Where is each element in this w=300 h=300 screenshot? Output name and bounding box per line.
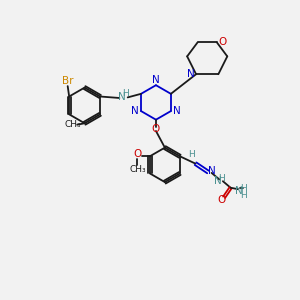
Text: O: O [152,124,160,134]
Text: N: N [187,69,195,79]
Text: N: N [214,176,222,186]
Text: H: H [188,150,195,159]
Text: CH₃: CH₃ [129,164,146,173]
Text: N: N [152,75,160,85]
Text: O: O [218,38,226,47]
Text: H: H [240,191,247,200]
Text: N: N [118,92,126,102]
Text: N: N [208,166,215,176]
Text: O: O [133,149,142,159]
Text: N: N [235,186,243,196]
Text: O: O [217,195,225,205]
Text: H: H [240,184,247,193]
Text: N: N [131,106,139,116]
Text: CH₃: CH₃ [64,120,81,129]
Text: H: H [123,89,129,98]
Text: H: H [218,174,225,183]
Text: N: N [173,106,181,116]
Text: Br: Br [62,76,74,86]
